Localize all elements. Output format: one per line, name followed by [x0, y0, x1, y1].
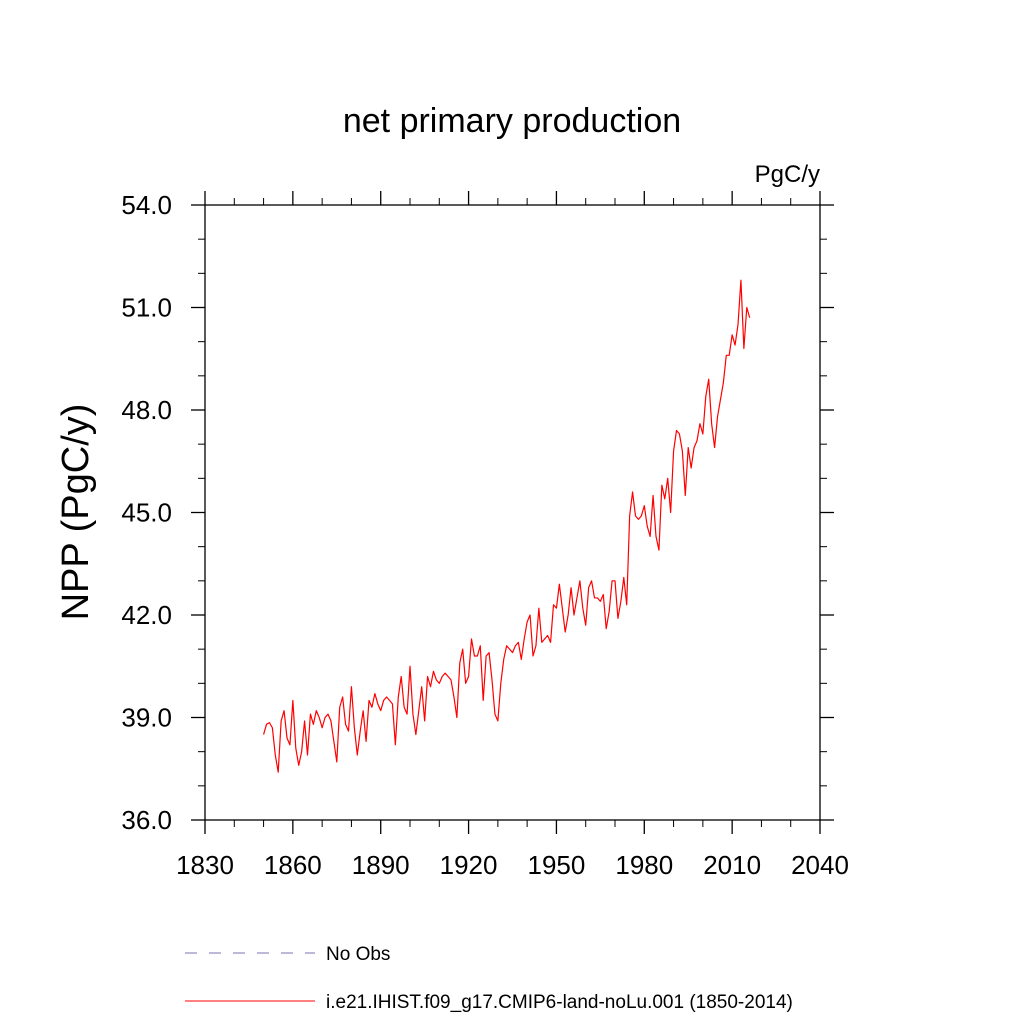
y-tick-label: 45.0	[121, 498, 172, 528]
legend-label-model: i.e21.IHIST.f09_g17.CMIP6-land-noLu.001 …	[326, 992, 793, 1013]
plot-frame	[204, 204, 821, 821]
axis-ticks	[191, 191, 834, 834]
x-tick-label: 1980	[615, 850, 673, 880]
legend-label-no-obs: No Obs	[326, 944, 390, 965]
x-tick-label: 2040	[791, 850, 849, 880]
x-tick-labels: 1830 1860 1890 1920 1950 1980 2010 2040	[176, 850, 849, 880]
y-tick-labels: 36.0 39.0 42.0 45.0 48.0 51.0 54.0	[121, 190, 172, 835]
y-tick-label: 48.0	[121, 395, 172, 425]
legend: No Obs i.e21.IHIST.f09_g17.CMIP6-land-no…	[185, 944, 793, 1013]
x-tick-label: 1830	[176, 850, 234, 880]
y-tick-label: 42.0	[121, 600, 172, 630]
y-axis-label: NPP (PgC/y)	[55, 404, 97, 621]
x-tick-label: 1950	[528, 850, 586, 880]
units-label: PgC/y	[755, 161, 820, 188]
x-tick-label: 1860	[264, 850, 322, 880]
y-tick-label: 54.0	[121, 190, 172, 220]
npp-series-line	[262, 279, 751, 773]
chart-title: net primary production	[343, 102, 681, 140]
x-tick-label: 1920	[440, 850, 498, 880]
y-tick-label: 36.0	[121, 805, 172, 835]
x-tick-label: 1890	[352, 850, 410, 880]
x-tick-label: 2010	[703, 850, 761, 880]
y-tick-label: 39.0	[121, 703, 172, 733]
y-tick-label: 51.0	[121, 293, 172, 323]
